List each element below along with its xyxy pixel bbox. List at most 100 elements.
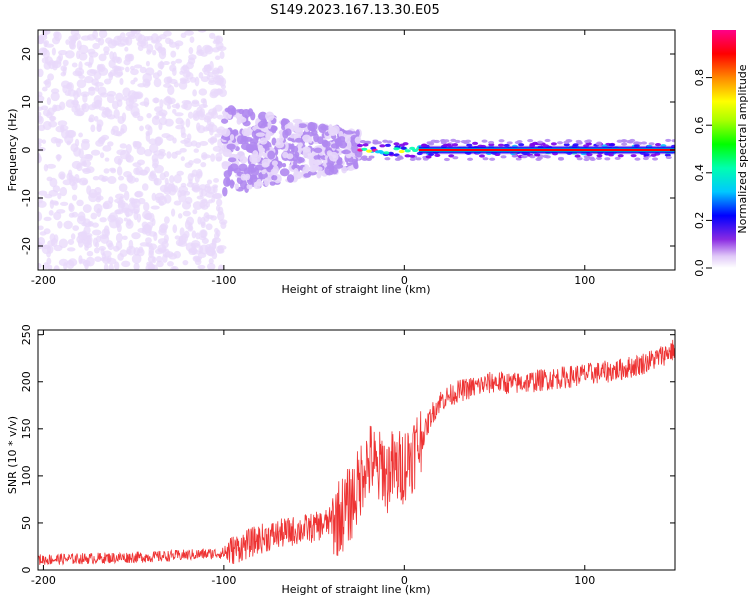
spectrogram-cell <box>183 230 190 239</box>
spectrogram-cell <box>434 153 441 157</box>
spectrogram-cell <box>671 139 675 143</box>
spectrogram-cell <box>125 152 132 162</box>
spectrogram-cell <box>147 255 156 263</box>
spectrogram-cell <box>267 150 276 160</box>
spectrogram-cell <box>206 179 213 185</box>
spectrogram-cell <box>265 131 271 141</box>
spectrogram-cell <box>500 155 507 159</box>
spectrogram-cell <box>337 136 346 143</box>
spectrogram-cell <box>107 141 114 147</box>
spectrogram-cell <box>201 154 212 159</box>
spectrogram-cell <box>125 104 133 111</box>
spectrogram-cell <box>575 139 582 144</box>
spectrogram-cell <box>313 155 322 161</box>
spectrogram-cell <box>616 139 623 143</box>
spectrogram-cell <box>82 93 88 103</box>
spectrogram-cell <box>127 90 137 100</box>
spectrogram-cell <box>346 165 355 171</box>
spectrogram-cell <box>264 177 269 187</box>
spectrogram-cell <box>440 139 447 143</box>
spectrogram-cell <box>56 138 64 144</box>
spectrogram-cell <box>317 136 324 145</box>
spectrogram-cell <box>62 84 68 94</box>
spectrogram-cell <box>448 154 455 158</box>
spectrogram-cell <box>532 141 539 145</box>
spectrogram-cell <box>113 108 120 119</box>
spectrogram-cell <box>200 221 206 229</box>
spectrogram-cell <box>433 139 440 144</box>
spectrogram-cell <box>241 128 250 136</box>
snr-ytick-label: 50 <box>20 516 33 530</box>
spectrogram-cell <box>134 92 143 99</box>
spectrogram-cell <box>116 99 123 107</box>
spectrogram-cell <box>160 223 169 231</box>
spectrogram-cell <box>91 229 102 236</box>
spectrogram-cell <box>283 141 289 152</box>
spectrogram-cell <box>188 159 194 166</box>
spectrogram-cell <box>216 198 223 207</box>
spectrogram-cell <box>361 157 368 161</box>
spectrogram-cell <box>253 181 264 186</box>
spectrogram-cell <box>583 157 590 162</box>
spectrogram-cell <box>103 263 109 270</box>
spectrogram-cell <box>44 56 53 65</box>
spectrogram-cell <box>197 264 206 270</box>
spectrogram-cell <box>98 30 108 39</box>
spectrogram-cell <box>204 185 212 193</box>
spectrogram-cell <box>182 210 191 217</box>
spectrogram-cell <box>109 51 114 60</box>
spectrogram-cell <box>152 72 160 79</box>
spectrogram-cell <box>60 201 69 207</box>
spectrogram-cell <box>60 124 65 133</box>
spectrogram-cell <box>563 143 570 147</box>
spectrogram-cell <box>187 111 194 119</box>
spectrogram-cell <box>398 149 405 154</box>
spectrogram-cell <box>60 71 67 77</box>
spectrogram-cell <box>102 145 112 152</box>
spectrogram-cell <box>489 157 496 161</box>
spectrogram-cell <box>131 232 141 240</box>
spectrogram-cell <box>454 139 461 144</box>
snr-ytick-label: 200 <box>20 371 33 392</box>
spectrogram-cell <box>409 157 416 162</box>
spectrogram-cell <box>174 112 184 117</box>
spectrogram-cell <box>556 141 563 145</box>
spectrogram-cell <box>41 244 51 249</box>
spectrogram-cell <box>238 163 248 172</box>
spectrogram-cell <box>200 230 207 238</box>
spectrogram-cell <box>604 157 611 161</box>
snr-y-ticks: 0 50 100 150 200 250 <box>20 324 675 574</box>
spectrogram-cell <box>205 214 214 219</box>
spectrogram-cell <box>180 32 187 39</box>
spectrogram-cell <box>295 127 304 137</box>
spectrogram-cell <box>193 148 199 153</box>
spectrogram-cell <box>282 162 287 168</box>
spectrogram-cell <box>574 154 581 158</box>
spectrogram-cell <box>38 262 42 269</box>
spectrogram-cell <box>200 76 210 83</box>
spectrogram-cell <box>172 108 177 114</box>
spectrogram-cell <box>44 43 55 48</box>
spectrogram-cell <box>84 75 94 84</box>
spectrogram-cell <box>38 142 42 148</box>
spectrogram-cell <box>103 46 110 53</box>
spectrogram-cell <box>103 168 110 174</box>
spectrogram-cell <box>213 178 220 183</box>
spectrogram-cell <box>43 216 52 222</box>
spectrogram-cell <box>38 115 44 125</box>
spectrogram-cell <box>139 66 147 74</box>
spectrogram-cell <box>185 118 191 128</box>
spectrogram-cell <box>214 80 224 86</box>
spectrogram-cell <box>566 139 573 143</box>
colorbar-tick-label: 0.6 <box>693 116 706 134</box>
spectrogram-cell <box>116 71 124 77</box>
spectrogram-cell <box>229 163 239 172</box>
spectrogram-cell <box>338 140 347 149</box>
spectrogram-cell <box>137 44 144 52</box>
spectrogram-xtick-label: -200 <box>31 274 56 287</box>
spectrogram-cell <box>115 232 123 243</box>
spectrogram-cell <box>221 118 229 124</box>
snr-xtick-label: 100 <box>574 574 595 587</box>
spectrogram-cell <box>105 106 110 113</box>
spectrogram-cell <box>215 205 221 212</box>
